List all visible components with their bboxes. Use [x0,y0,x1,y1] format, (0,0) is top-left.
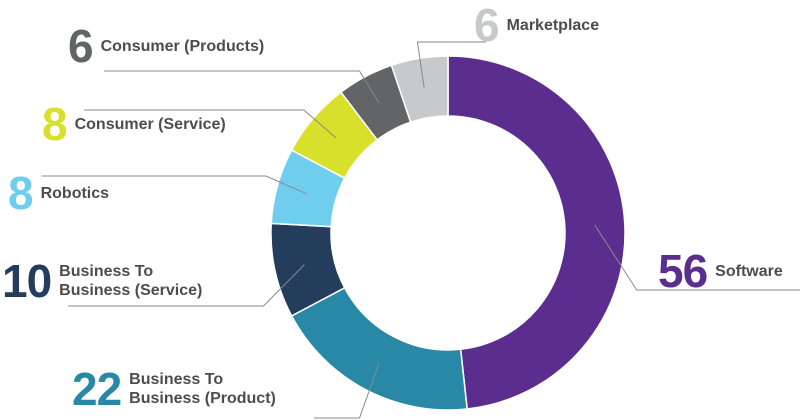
leader-line-robotics [42,175,307,195]
legend-label-robotics: Robotics [40,184,110,202]
legend-label-marketplace: Marketplace [506,16,600,34]
callout-marketplace: 6 Marketplace [474,2,599,48]
callout-software: 56 Software [658,248,783,294]
data-label-robotics: 8 [8,167,34,219]
leader-line-business-to-business-product [314,362,380,419]
callout-business-to-business-product: 22 Business To Business (Product) [72,366,276,412]
callout-consumer-products: 6 Consumer (Products) [68,23,264,69]
leader-line-business-to-business-service [68,264,305,307]
slice-business-to-business-product [290,286,468,411]
callout-business-to-business-service: 10 Business To Business (Service) [2,258,202,304]
data-label-business-to-business-service: 10 [2,255,52,307]
data-label-marketplace: 6 [474,0,500,51]
callout-consumer-service: 8 Consumer (Service) [42,101,226,147]
slice-software [447,55,626,410]
data-label-consumer-service: 8 [42,98,68,150]
data-label-software: 56 [658,245,708,297]
leader-line-software [594,224,800,291]
legend-label-consumer-service: Consumer (Service) [74,115,226,133]
callout-robotics: 8 Robotics [8,170,109,216]
legend-label-software: Software [715,262,783,280]
leader-line-consumer-service [84,109,337,139]
legend-label-business-to-business-product: Business To Business (Product) [129,371,276,407]
leader-line-marketplace [416,41,486,89]
legend-label-consumer-products: Consumer (Products) [100,37,265,55]
slice-marketplace [390,55,449,124]
data-label-consumer-products: 6 [68,20,94,72]
legend-label-business-to-business-service: Business To Business (Service) [59,263,203,299]
data-label-business-to-business-product: 22 [72,363,122,415]
leader-line-consumer-products [104,70,380,104]
